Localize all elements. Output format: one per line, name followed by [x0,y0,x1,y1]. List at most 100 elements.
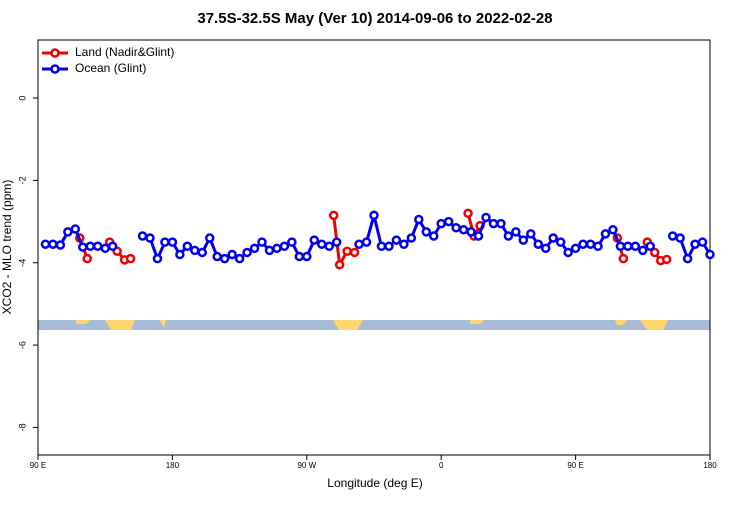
point [436,218,446,229]
point [107,241,118,252]
point [638,245,648,256]
legend-marker [50,48,60,58]
y-tick-label: 0 [17,96,27,101]
point [540,243,551,254]
point [473,231,484,241]
point [555,237,566,247]
point [349,247,360,258]
point [496,218,506,229]
point [160,237,170,247]
legend-marker [50,64,60,74]
point [249,243,260,254]
point [533,239,544,249]
point [376,241,387,252]
point [137,231,148,241]
point [526,229,536,239]
x-tick-label: 90 E [30,461,46,470]
point [511,227,521,237]
point [167,237,178,247]
point [593,241,603,252]
point [563,247,573,258]
point [125,253,136,264]
point [316,239,327,249]
point [294,251,305,262]
legend-label: Ocean (Glint) [75,61,146,75]
point [324,241,334,252]
point [361,237,372,247]
point [92,241,103,252]
y-tick-label: -8 [17,423,27,431]
y-axis-label: XCO2 - MLO trend (ppm) [0,180,14,315]
point [242,247,252,258]
legend-label: Land (Nadir&Glint) [75,45,174,59]
point [234,253,245,264]
point [682,253,693,264]
point [70,224,81,234]
point [197,247,208,258]
point [78,242,88,252]
point [645,241,656,252]
y-tick-label: -4 [17,259,27,267]
point [264,245,275,256]
point [334,260,345,270]
point [48,239,58,249]
point [615,241,626,252]
point [145,233,155,243]
point [675,233,685,243]
point [661,254,672,265]
point [458,225,469,235]
point [600,229,611,239]
point [503,231,514,241]
point [623,241,633,252]
point [328,210,339,221]
point [190,245,200,256]
point [384,241,394,252]
chart-title: 37.5S-32.5S May (Ver 10) 2014-09-06 to 2… [197,10,552,27]
point [63,227,73,237]
point [369,210,379,221]
point [630,241,641,252]
plot-frame [37,39,711,456]
point [518,235,529,245]
point [227,249,237,260]
point [342,246,352,256]
point [466,227,476,237]
point [40,239,51,249]
point [287,237,297,247]
point [488,218,499,229]
point [354,239,364,249]
point [667,231,678,241]
point [55,240,66,250]
point [618,253,629,264]
point [279,241,290,252]
point [212,251,222,262]
point [690,239,700,249]
point [175,249,185,260]
point [257,237,267,247]
point [548,233,558,243]
point [428,231,439,241]
x-tick-label: 90 W [297,461,316,470]
point [585,239,596,249]
point [152,253,163,264]
point [421,227,432,237]
point [705,249,715,260]
point [406,233,417,243]
point [578,239,588,249]
point [463,208,473,219]
point [697,237,708,247]
y-tick-label: -6 [17,341,27,349]
point [451,222,461,233]
point [570,243,581,254]
point [399,239,409,249]
x-tick-label: 180 [703,461,717,470]
point [272,243,282,254]
map-strip [38,320,710,330]
point [309,235,320,245]
y-tick-label: -2 [17,176,27,184]
point [391,235,402,245]
point [182,241,193,252]
point [481,212,491,223]
point [331,237,342,247]
